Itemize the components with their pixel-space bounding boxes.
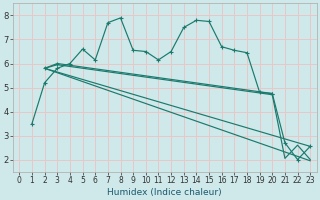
X-axis label: Humidex (Indice chaleur): Humidex (Indice chaleur): [108, 188, 222, 197]
